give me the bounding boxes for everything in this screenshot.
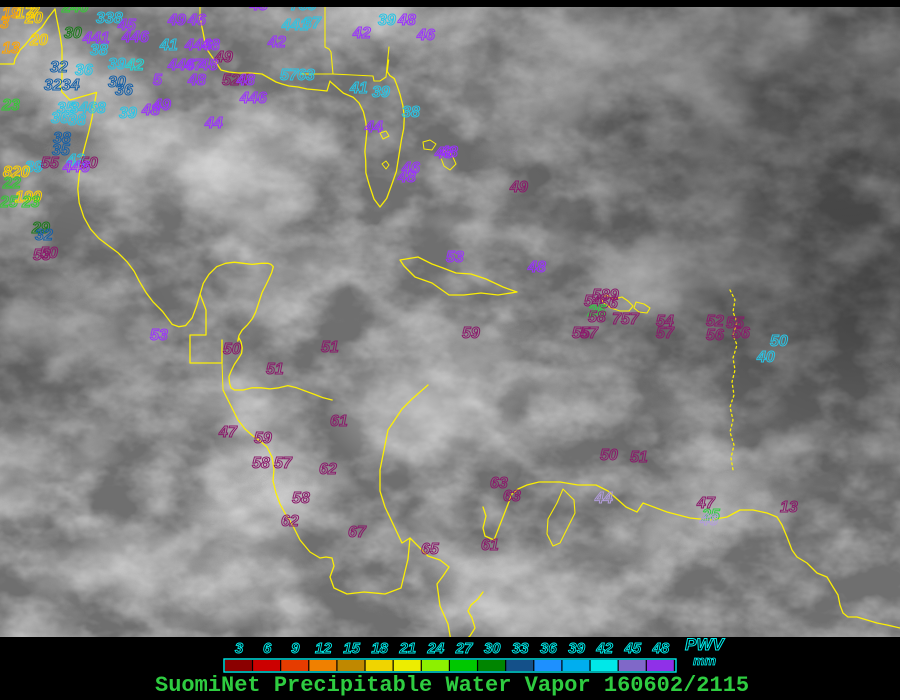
svg-text:SuomiNet Precipitable Water Va: SuomiNet Precipitable Water Vapor 160602… [155,673,749,698]
svg-text:53: 53 [446,249,464,266]
svg-text:51: 51 [321,339,339,356]
svg-text:15: 15 [343,640,360,657]
svg-text:38: 38 [68,112,86,129]
svg-text:50: 50 [40,245,58,262]
svg-text:446: 446 [62,159,90,176]
svg-text:mm: mm [693,653,717,668]
svg-text:58: 58 [588,309,606,326]
svg-text:13: 13 [780,499,798,516]
svg-text:3234: 3234 [44,77,80,94]
svg-text:446: 446 [239,90,267,107]
svg-text:50: 50 [600,447,618,464]
svg-text:48: 48 [527,259,546,276]
svg-text:45: 45 [623,640,641,657]
svg-text:33: 33 [512,640,529,657]
svg-text:55: 55 [41,155,60,172]
svg-text:59: 59 [462,325,480,342]
svg-text:44: 44 [204,115,223,132]
svg-text:21: 21 [398,640,416,657]
svg-text:48: 48 [236,72,255,89]
svg-text:48: 48 [397,169,416,186]
svg-text:50: 50 [223,341,241,358]
svg-text:48: 48 [434,145,453,162]
svg-text:9: 9 [291,640,300,657]
svg-text:12: 12 [315,640,332,657]
svg-text:58: 58 [252,455,270,472]
svg-text:61: 61 [481,537,499,554]
svg-text:51: 51 [266,361,284,378]
svg-text:48: 48 [187,72,206,89]
svg-text:50: 50 [770,333,788,350]
svg-text:20: 20 [24,10,43,27]
svg-text:24: 24 [427,640,445,657]
svg-text:18: 18 [371,640,388,657]
svg-text:38: 38 [90,42,108,59]
svg-text:44: 44 [364,119,383,136]
svg-text:757: 757 [612,311,640,328]
svg-text:32: 32 [35,227,53,244]
svg-text:42: 42 [267,34,286,51]
svg-text:32: 32 [50,59,68,76]
svg-text:30: 30 [484,640,501,657]
svg-text:13: 13 [2,40,20,57]
svg-text:41: 41 [159,37,178,54]
svg-text:58: 58 [292,490,310,507]
svg-text:53: 53 [150,327,168,344]
svg-text:42: 42 [352,25,371,42]
svg-text:63: 63 [490,475,508,492]
svg-text:36: 36 [115,82,133,99]
svg-text:27: 27 [455,640,473,657]
svg-text:57: 57 [580,325,599,342]
svg-text:38: 38 [402,104,420,121]
svg-text:3: 3 [0,15,9,32]
svg-text:39: 39 [378,12,396,29]
svg-text:36: 36 [51,110,69,127]
svg-text:39: 39 [119,105,137,122]
svg-text:46: 46 [416,27,435,44]
svg-text:57: 57 [656,325,675,342]
svg-text:46: 46 [187,12,206,29]
svg-text:49: 49 [509,179,528,196]
svg-text:23: 23 [1,97,20,114]
svg-text:51: 51 [630,449,648,466]
svg-text:41: 41 [349,80,368,97]
svg-text:49: 49 [167,12,186,29]
svg-text:49: 49 [152,97,171,114]
svg-text:42: 42 [125,57,144,74]
svg-text:3: 3 [235,640,244,657]
svg-text:48: 48 [397,12,416,29]
svg-text:30: 30 [64,25,82,42]
svg-text:446: 446 [121,29,149,46]
svg-text:20: 20 [29,32,48,49]
svg-text:57: 57 [274,455,293,472]
svg-text:67: 67 [348,524,367,541]
svg-text:46: 46 [699,512,718,529]
svg-text:37: 37 [303,15,322,32]
svg-text:39: 39 [568,640,585,657]
svg-text:42: 42 [595,640,613,657]
svg-text:61: 61 [330,413,348,430]
svg-text:44: 44 [594,490,613,507]
svg-text:65: 65 [421,541,440,558]
svg-text:PWV: PWV [685,635,725,654]
svg-text:59: 59 [254,430,272,447]
svg-text:23: 23 [21,194,40,211]
svg-text:40: 40 [756,349,775,366]
svg-text:39: 39 [108,56,126,73]
svg-text:62: 62 [319,461,337,478]
svg-text:47: 47 [218,424,238,441]
svg-text:56: 56 [706,327,724,344]
svg-text:5: 5 [153,72,163,89]
svg-text:39: 39 [372,84,390,101]
svg-text:56: 56 [732,325,750,342]
svg-text:48: 48 [652,640,670,657]
svg-text:6: 6 [263,640,272,657]
svg-text:63: 63 [297,67,315,84]
svg-text:36: 36 [540,640,557,657]
svg-text:62: 62 [281,513,299,530]
